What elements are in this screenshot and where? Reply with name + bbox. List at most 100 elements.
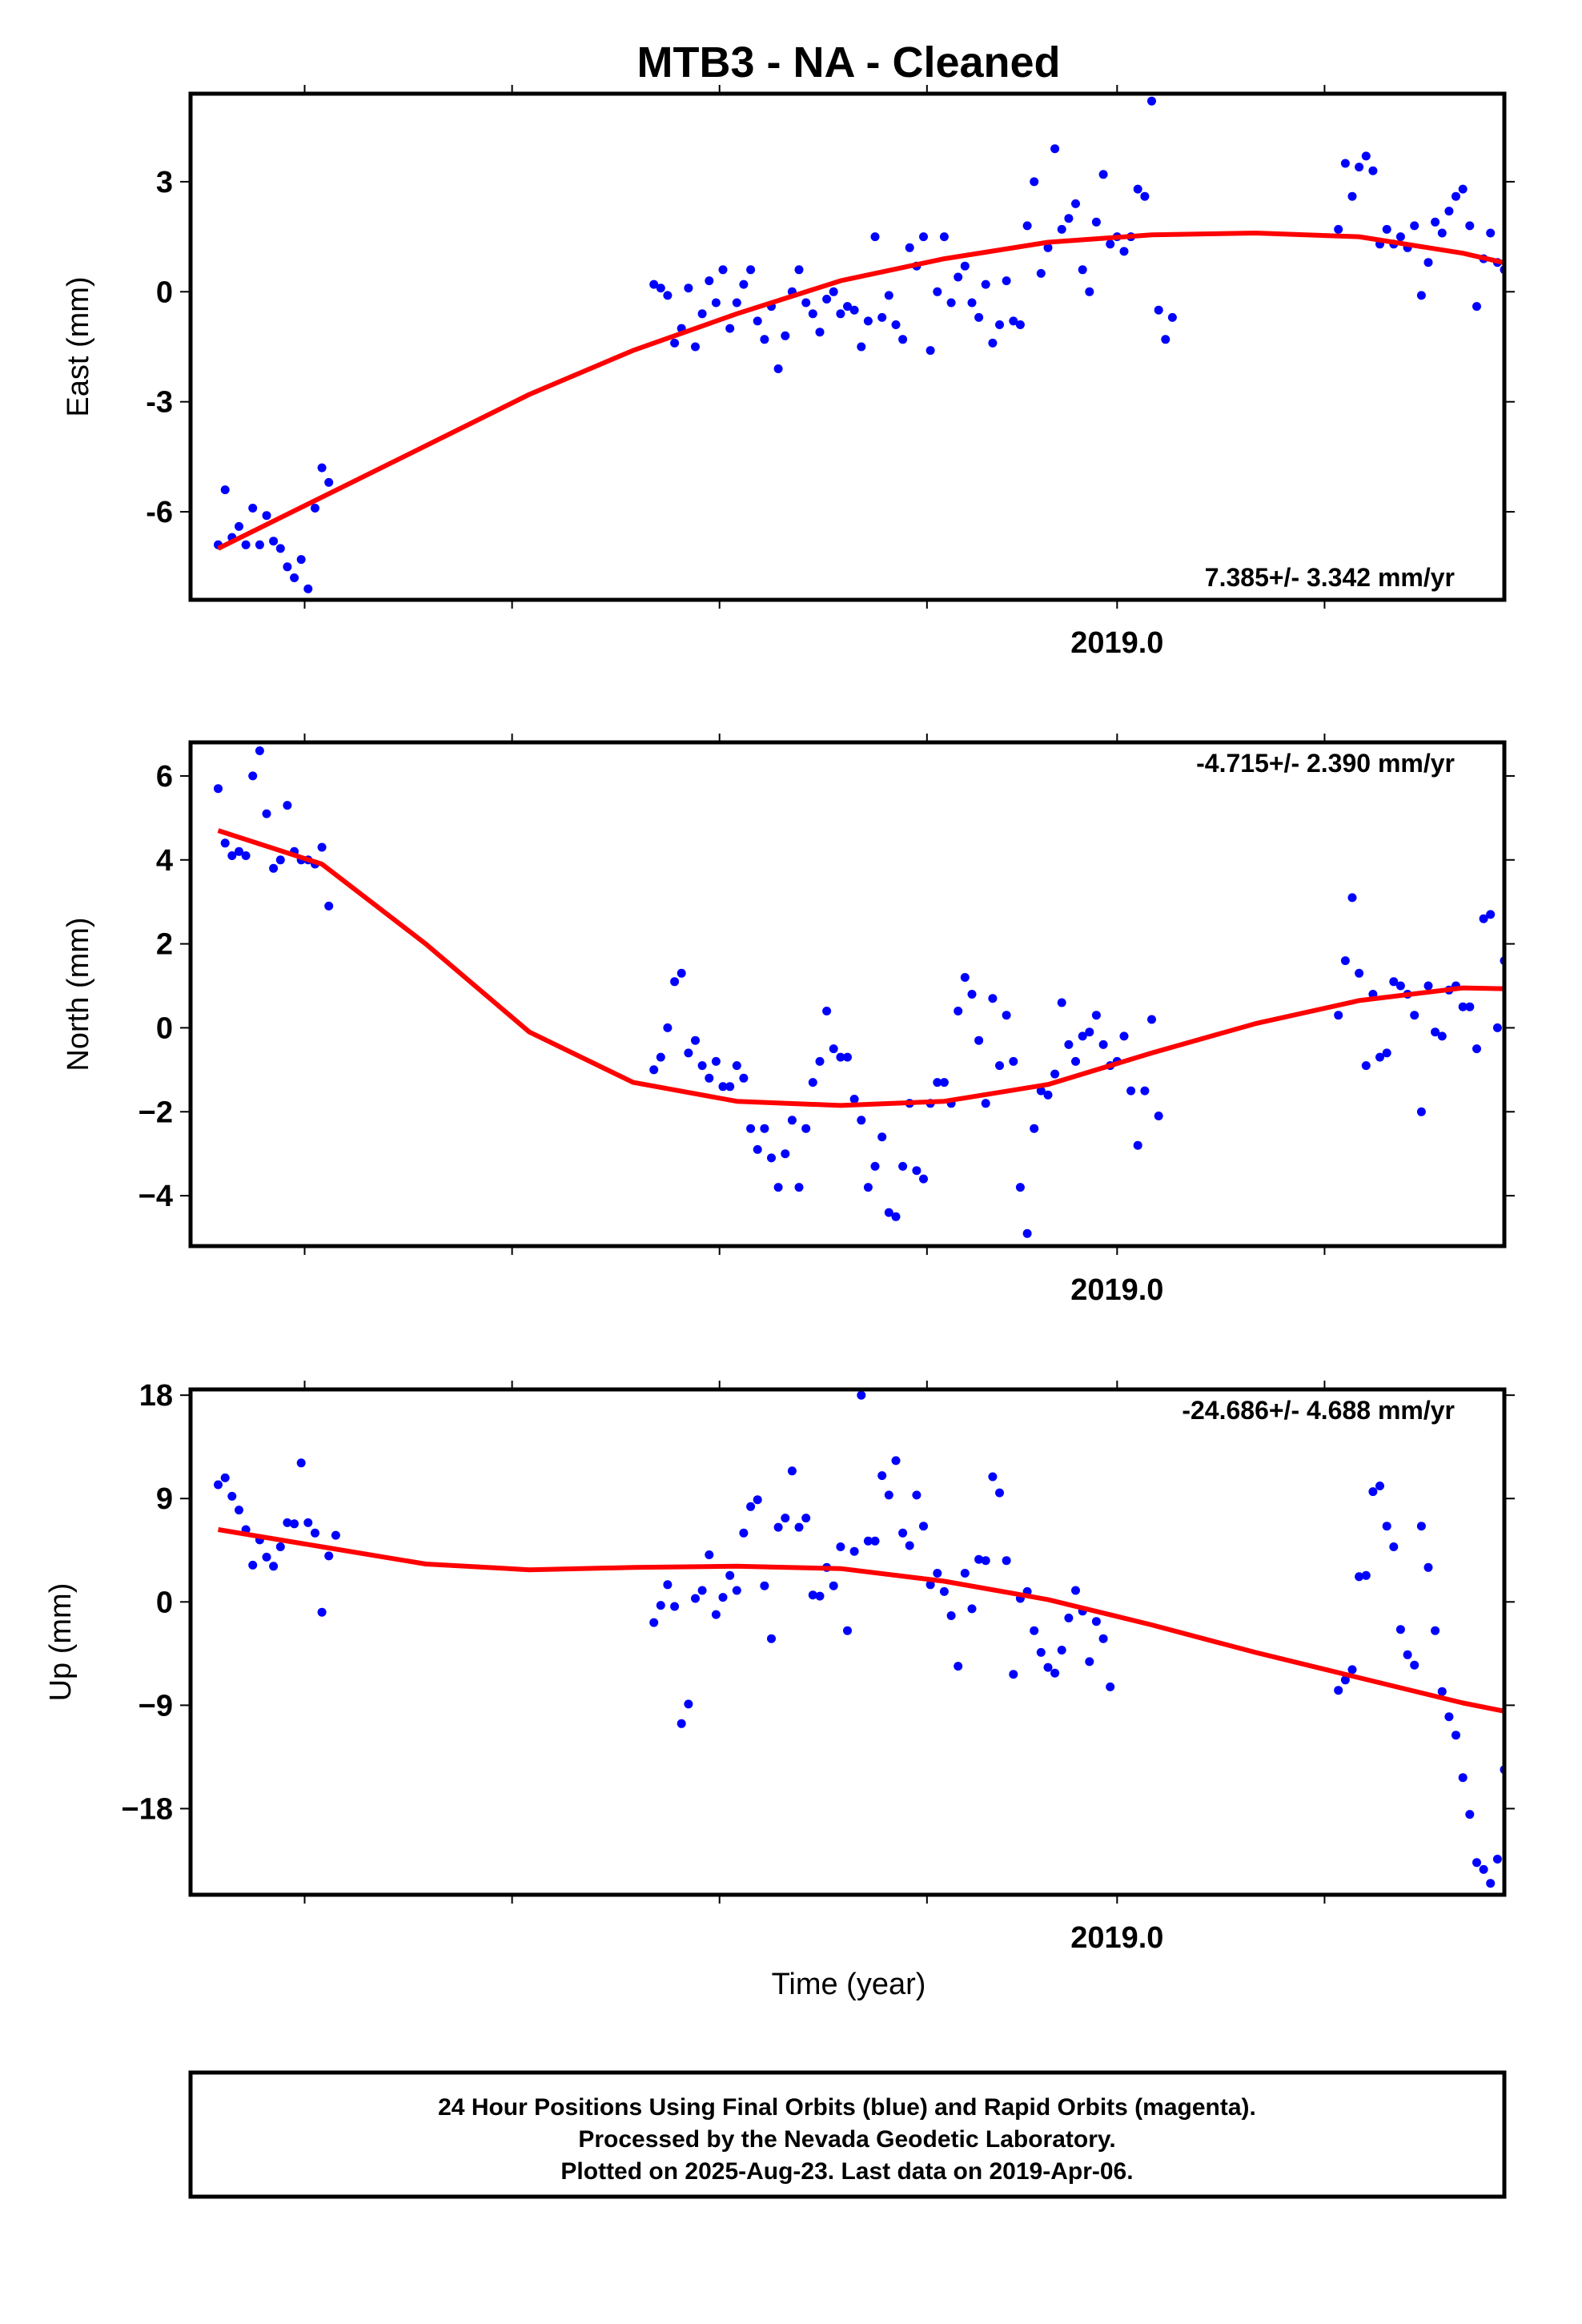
data-point bbox=[269, 863, 279, 873]
data-point bbox=[1030, 1626, 1039, 1635]
data-point bbox=[649, 279, 659, 289]
y-tick-label: −2 bbox=[139, 1096, 173, 1129]
data-point bbox=[849, 305, 859, 315]
figure-title: MTB3 - NA - Cleaned bbox=[636, 38, 1060, 86]
data-point bbox=[705, 1550, 714, 1559]
data-point bbox=[1458, 1002, 1468, 1011]
data-point bbox=[1355, 968, 1364, 978]
y-tick-label: 0 bbox=[156, 275, 173, 309]
data-point bbox=[753, 1495, 762, 1505]
data-point bbox=[1472, 1044, 1481, 1054]
data-point bbox=[1098, 170, 1108, 179]
data-point bbox=[677, 968, 686, 978]
data-point bbox=[1036, 268, 1046, 278]
data-point bbox=[1389, 1542, 1399, 1551]
data-point bbox=[1133, 1140, 1142, 1150]
data-point bbox=[1395, 981, 1405, 991]
y-tick-label: −4 bbox=[139, 1180, 173, 1213]
data-point bbox=[1576, 1744, 1582, 1753]
data-point bbox=[1098, 1039, 1108, 1049]
data-point bbox=[255, 746, 264, 755]
data-point bbox=[663, 1023, 673, 1032]
data-point bbox=[1091, 1617, 1101, 1626]
data-point bbox=[1022, 1228, 1032, 1238]
data-point bbox=[1548, 1726, 1557, 1735]
y-tick-label: 2 bbox=[156, 928, 173, 962]
data-point bbox=[663, 1580, 673, 1590]
data-point bbox=[967, 990, 977, 999]
data-point bbox=[1057, 998, 1066, 1007]
data-point bbox=[1106, 239, 1115, 249]
data-point bbox=[939, 232, 949, 242]
data-point bbox=[849, 1095, 859, 1104]
data-point bbox=[891, 1212, 901, 1221]
data-point bbox=[960, 973, 970, 982]
data-point bbox=[1064, 214, 1074, 223]
data-point bbox=[1340, 159, 1350, 168]
data-point bbox=[317, 1607, 327, 1617]
data-point bbox=[220, 485, 230, 495]
data-point bbox=[684, 283, 693, 293]
y-tick-label: 18 bbox=[139, 1379, 173, 1413]
data-point bbox=[1423, 258, 1433, 267]
data-point bbox=[919, 232, 928, 242]
x-tick-label: 2019.0 bbox=[1070, 1921, 1163, 1955]
data-point bbox=[1576, 229, 1582, 238]
data-point bbox=[1514, 994, 1523, 1003]
north-panel: 2019.0 6 4 2 0 −2 −4 North (mm) -4.715+/- 2.390 … bbox=[62, 734, 1582, 1307]
data-point bbox=[1535, 280, 1544, 289]
data-point bbox=[311, 504, 319, 513]
data-point bbox=[732, 298, 741, 308]
data-point bbox=[1520, 994, 1529, 1003]
data-point bbox=[843, 302, 852, 312]
data-point bbox=[1410, 1660, 1419, 1670]
data-point bbox=[1036, 1086, 1046, 1096]
data-point bbox=[1479, 1864, 1488, 1874]
data-point bbox=[275, 544, 285, 553]
data-point bbox=[214, 784, 223, 794]
x-tick-label: 2019.0 bbox=[1070, 1273, 1163, 1307]
data-point bbox=[1492, 1023, 1502, 1032]
data-point bbox=[1119, 247, 1129, 256]
data-point bbox=[926, 1580, 935, 1590]
data-point bbox=[773, 364, 783, 373]
data-point bbox=[1340, 956, 1350, 966]
data-point bbox=[1091, 217, 1101, 227]
data-point bbox=[1576, 1003, 1582, 1011]
data-point bbox=[214, 1480, 223, 1490]
data-point bbox=[870, 1161, 880, 1171]
data-point bbox=[1009, 316, 1018, 326]
y-tick-label: 6 bbox=[156, 760, 173, 794]
footer-line-2: Processed by the Nevada Geodetic Laborat… bbox=[578, 2126, 1115, 2153]
data-point bbox=[303, 1518, 313, 1527]
data-point bbox=[1562, 1738, 1571, 1747]
data-point bbox=[1154, 305, 1163, 315]
data-point bbox=[767, 1634, 776, 1643]
data-point bbox=[1361, 1570, 1371, 1580]
data-point bbox=[1492, 1855, 1502, 1864]
data-point bbox=[815, 328, 825, 337]
data-point bbox=[1437, 228, 1447, 238]
y-tick-label: 3 bbox=[156, 166, 173, 199]
data-point bbox=[1431, 1027, 1440, 1037]
data-point bbox=[283, 1518, 292, 1527]
data-point bbox=[235, 846, 243, 856]
data-point bbox=[1395, 232, 1405, 242]
data-point bbox=[1416, 1522, 1426, 1531]
data-point bbox=[1410, 1011, 1419, 1020]
data-point bbox=[1431, 217, 1440, 227]
data-point bbox=[829, 287, 838, 296]
data-point bbox=[1389, 977, 1399, 987]
data-point bbox=[954, 1007, 963, 1015]
data-point bbox=[926, 346, 935, 356]
y-tick-label: −9 bbox=[139, 1689, 173, 1723]
footer-line-1: 24 Hour Positions Using Final Orbits (bl… bbox=[438, 2094, 1256, 2121]
y-axis-label: East (mm) bbox=[62, 276, 95, 416]
data-point bbox=[718, 265, 728, 275]
data-point bbox=[849, 1546, 859, 1556]
data-point bbox=[919, 1522, 928, 1531]
data-point bbox=[898, 335, 908, 344]
data-point bbox=[1528, 990, 1536, 999]
data-point bbox=[870, 232, 880, 242]
data-point bbox=[753, 1144, 762, 1154]
